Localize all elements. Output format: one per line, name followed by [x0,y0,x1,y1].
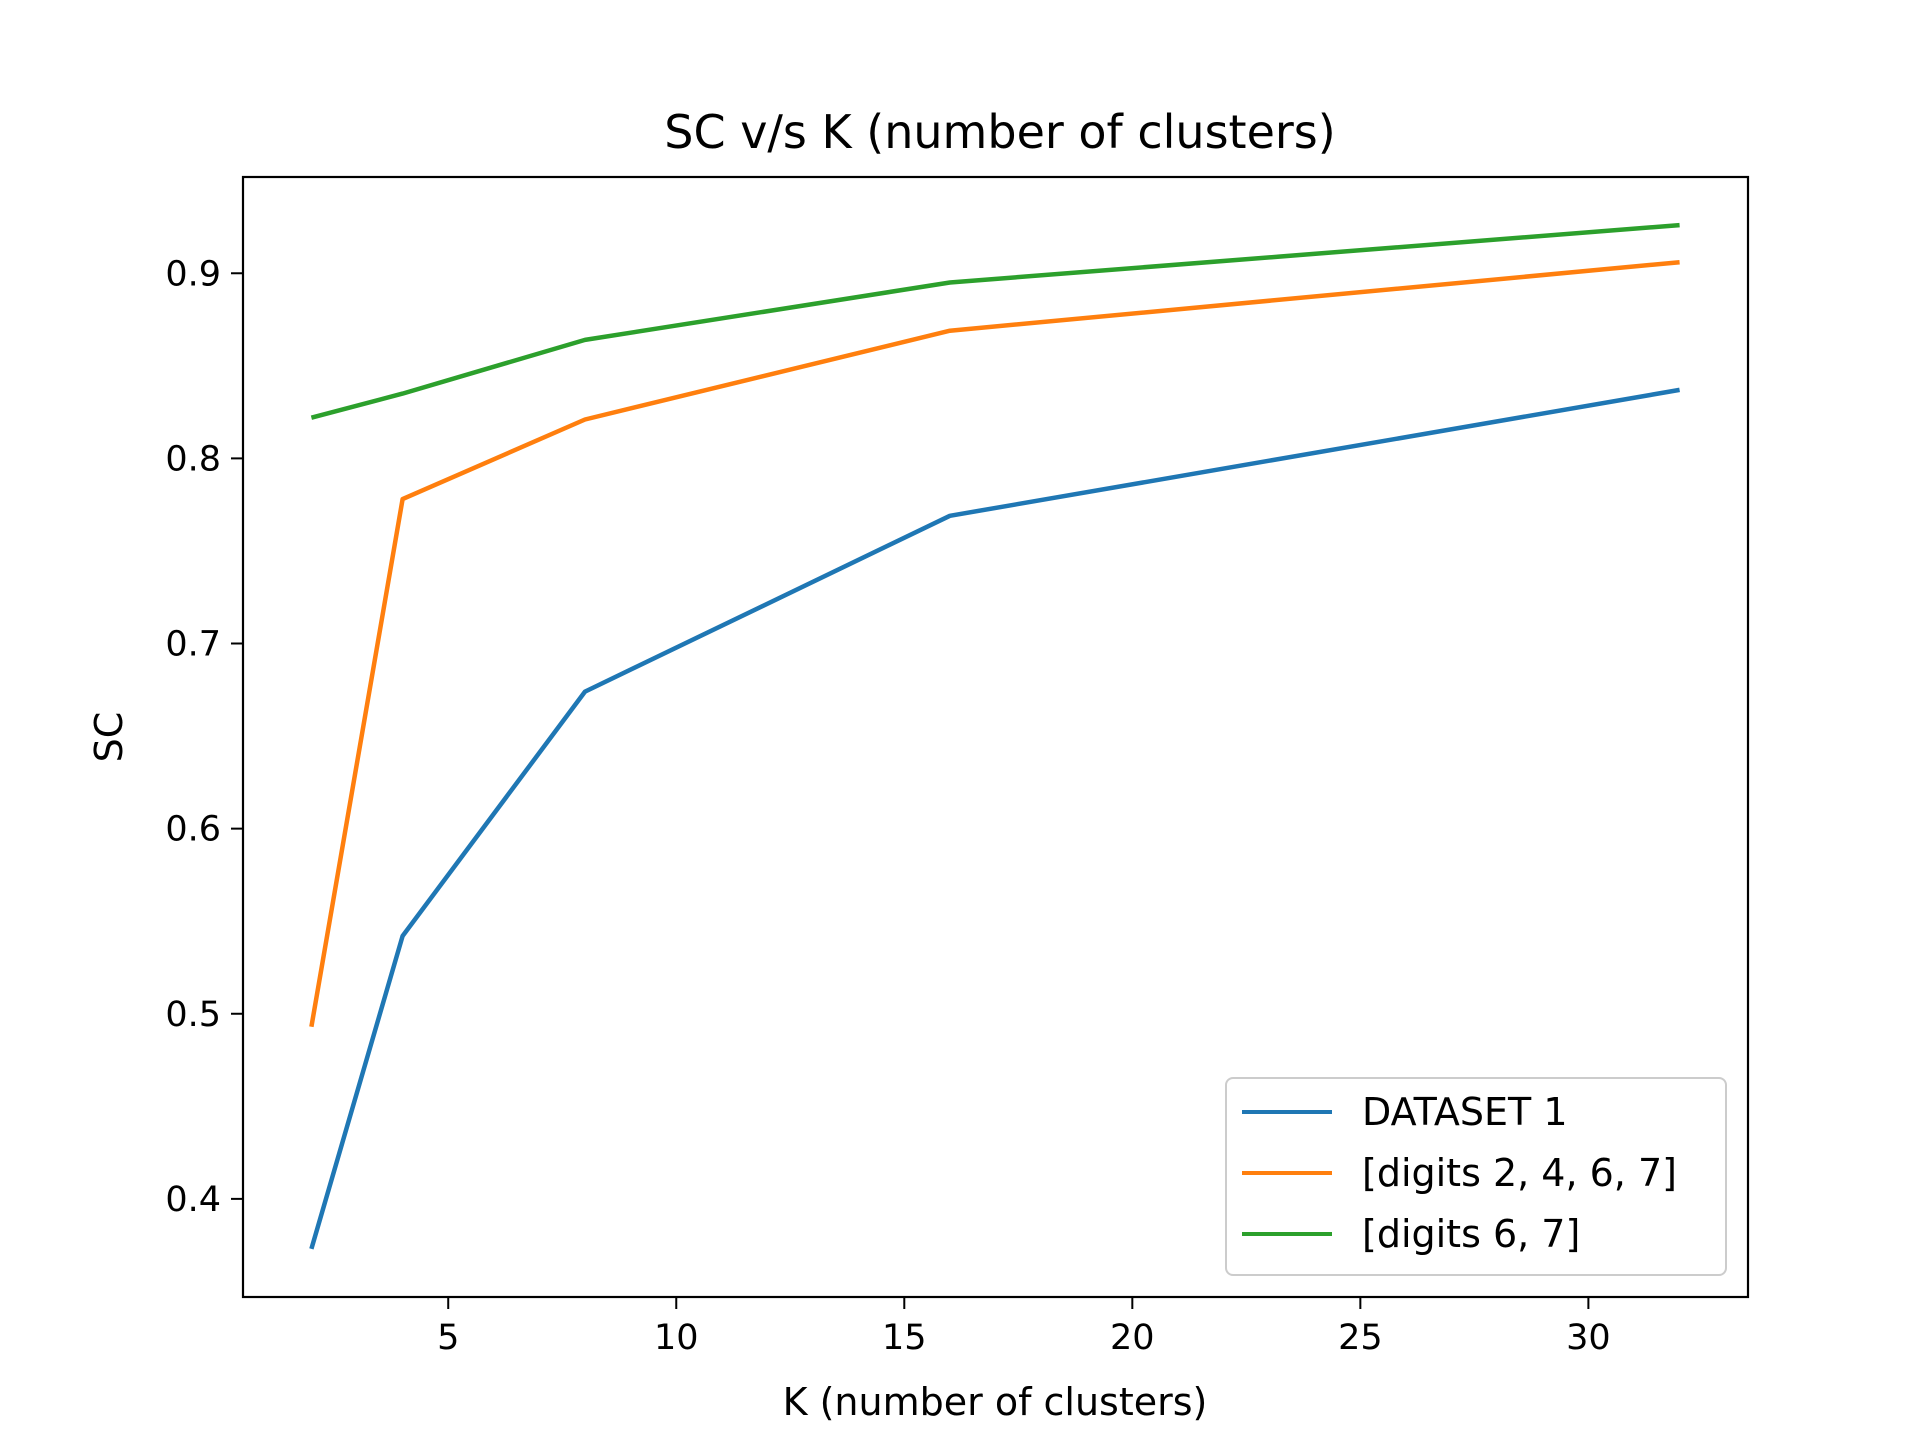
x-tick-label: 15 [882,1318,927,1358]
legend-box [1225,1077,1727,1276]
series-line-dataset-1 [309,387,1680,1250]
series-lines [309,222,1680,1250]
y-tick-label: 0.6 [165,810,221,850]
x-tick-label: 25 [1338,1318,1383,1358]
y-tick-label: 0.4 [165,1180,221,1220]
x-axis-ticks: 5 10 15 20 25 30 [437,1297,1611,1358]
y-axis-label: SC [87,712,131,763]
legend-label-digits-2-4-6-7: [digits 2, 4, 6, 7] [1362,1151,1677,1195]
x-axis-label: K (number of clusters) [783,1380,1208,1424]
plot-area-frame [241,175,1750,1299]
y-tick-label: 0.8 [165,439,221,479]
y-tick-label: 0.7 [165,625,221,665]
chart-title: SC v/s K (number of clusters) [664,105,1335,159]
series-line-digits-2-4-6-7 [309,259,1680,1028]
x-tick-label: 5 [437,1318,459,1358]
x-tick-label: 20 [1110,1318,1155,1358]
y-axis-ticks: 0.4 0.5 0.6 0.7 0.8 0.9 [165,254,243,1220]
x-tick-label: 30 [1566,1318,1611,1358]
legend-label-digits-6-7: [digits 6, 7] [1362,1212,1580,1256]
y-tick-label: 0.9 [165,254,221,294]
series-line-digits-6-7 [310,222,1680,420]
y-tick-label: 0.5 [165,995,221,1035]
x-tick-label: 10 [654,1318,699,1358]
legend-label-dataset-1: DATASET 1 [1362,1090,1568,1134]
legend: DATASET 1 [digits 2, 4, 6, 7] [digits 6,… [1225,1077,1727,1276]
